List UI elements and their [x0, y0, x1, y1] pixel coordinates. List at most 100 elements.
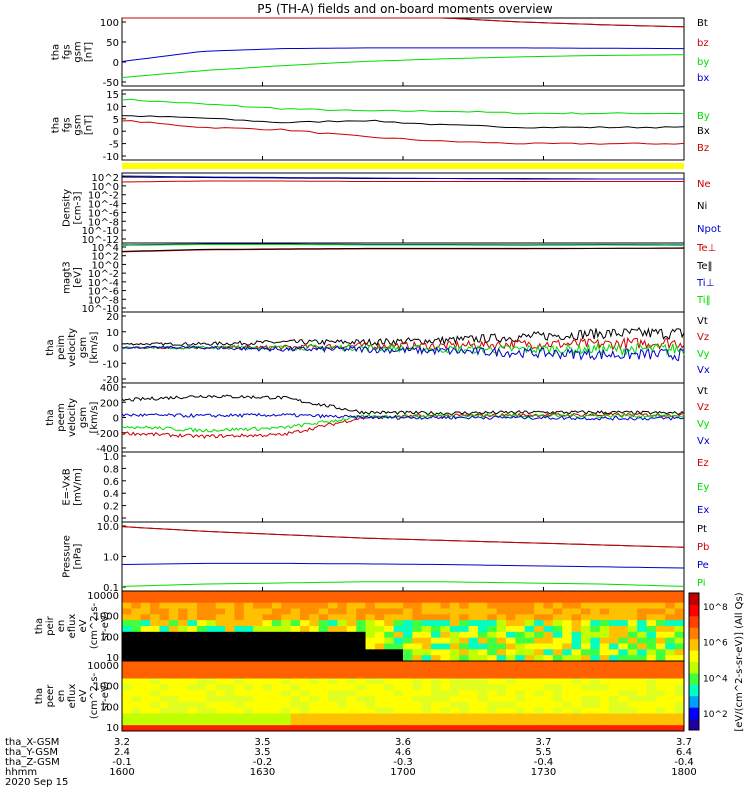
heatmap-cell — [159, 725, 170, 732]
heatmap-cell — [665, 631, 676, 639]
heatmap-cell — [590, 725, 601, 732]
heatmap-cell — [637, 701, 648, 709]
heatmap-cell — [253, 713, 263, 720]
heatmap-cell — [140, 690, 151, 697]
heatmap-cell — [468, 608, 479, 615]
y-axis-label: tha — [51, 44, 62, 60]
heatmap-cell — [159, 643, 170, 650]
heatmap-cell — [168, 666, 179, 674]
heatmap-cell — [150, 678, 160, 685]
heatmap-cell — [150, 690, 160, 697]
heatmap-cell — [534, 591, 544, 598]
heatmap-cell — [318, 672, 329, 679]
heatmap-cell — [281, 661, 292, 668]
heatmap-cell — [449, 614, 460, 621]
heatmap-cell — [196, 637, 207, 644]
heatmap-cell — [571, 620, 582, 627]
heatmap-cell — [159, 690, 170, 697]
heatmap-cell — [506, 649, 516, 656]
heatmap-cell — [609, 696, 619, 703]
heatmap-cell — [187, 661, 198, 668]
y-tick-label: 10^-6 — [88, 208, 119, 219]
heatmap-cell — [627, 631, 638, 639]
heatmap-cell — [618, 719, 629, 726]
heatmap-cell — [440, 643, 451, 650]
heatmap-cell — [309, 678, 320, 685]
heatmap-cell — [215, 620, 226, 627]
heatmap-cell — [580, 591, 591, 598]
heatmap-cell — [562, 707, 573, 714]
heatmap-cell — [487, 655, 498, 662]
heatmap-cell — [328, 661, 338, 668]
y-tick-label: -400 — [96, 444, 119, 455]
heatmap-cell — [524, 608, 535, 615]
heatmap-cell — [637, 649, 648, 656]
heatmap-cell — [299, 631, 310, 639]
heatmap-cell — [459, 637, 470, 644]
heatmap-cell — [215, 696, 226, 703]
heatmap-cell — [618, 707, 629, 714]
heatmap-cell — [234, 713, 245, 720]
heatmap-cell — [290, 637, 301, 644]
heatmap-cell — [215, 637, 226, 644]
heatmap-cell — [234, 626, 245, 633]
legend-entry: Bt — [697, 18, 708, 29]
heatmap-cell — [215, 649, 226, 656]
heatmap-cell — [196, 713, 207, 720]
panel-9: tha peir en eflux eV (cm^2-s-sr-eV)1000010001… — [34, 590, 685, 664]
heatmap-cell — [477, 655, 488, 662]
heatmap-cell — [374, 626, 385, 633]
y-axis-label: [km/s] — [89, 401, 100, 433]
heatmap-cell — [234, 690, 245, 697]
heatmap-cell — [131, 678, 142, 685]
heatmap-cell — [243, 684, 254, 691]
heatmap-cell — [580, 701, 591, 709]
heatmap-cell — [328, 608, 338, 615]
heatmap-cell — [243, 725, 254, 732]
colorbar-tick-label: 10^2 — [703, 710, 728, 720]
heatmap-cell — [206, 637, 217, 644]
heatmap-cell — [449, 637, 460, 644]
heatmap-cell — [243, 719, 254, 726]
heatmap-cell — [599, 637, 610, 644]
heatmap-cell — [459, 713, 470, 720]
heatmap-cell — [487, 713, 498, 720]
y-axis-label: peem — [56, 403, 67, 431]
heatmap-cell — [384, 661, 395, 668]
heatmap-cell — [468, 626, 479, 633]
heatmap-cell — [253, 672, 263, 679]
heatmap-cell — [487, 719, 498, 726]
heatmap-cell — [356, 707, 367, 714]
heatmap-cell — [253, 631, 263, 639]
heatmap-cell — [178, 666, 189, 674]
quality-flag-strip — [122, 163, 684, 169]
heatmap-cell — [637, 684, 648, 691]
heatmap-cell — [299, 690, 310, 697]
heatmap-cell — [122, 655, 132, 662]
y-tick-label: 10^-4 — [88, 200, 119, 211]
heatmap-cell — [571, 696, 582, 703]
heatmap-cell — [580, 626, 591, 633]
heatmap-cell — [337, 614, 348, 621]
heatmap-cell — [534, 649, 544, 656]
heatmap-cell — [299, 608, 310, 615]
y-tick-label: 5 — [113, 115, 119, 126]
heatmap-cell — [412, 631, 423, 639]
heatmap-cell — [393, 596, 404, 604]
heatmap-cell — [524, 620, 535, 627]
heatmap-cell — [215, 608, 226, 615]
heatmap-cell — [393, 626, 404, 633]
heatmap-cell — [365, 701, 376, 709]
heatmap-cell — [337, 596, 348, 604]
heatmap-cell — [328, 672, 338, 679]
heatmap-cell — [618, 725, 629, 732]
heatmap-cell — [271, 655, 282, 662]
heatmap-cell — [665, 596, 676, 604]
heatmap-cell — [487, 631, 498, 639]
heatmap-cell — [552, 684, 563, 691]
heatmap-cell — [618, 713, 629, 720]
heatmap-cell — [318, 608, 329, 615]
heatmap-cell — [515, 725, 526, 732]
